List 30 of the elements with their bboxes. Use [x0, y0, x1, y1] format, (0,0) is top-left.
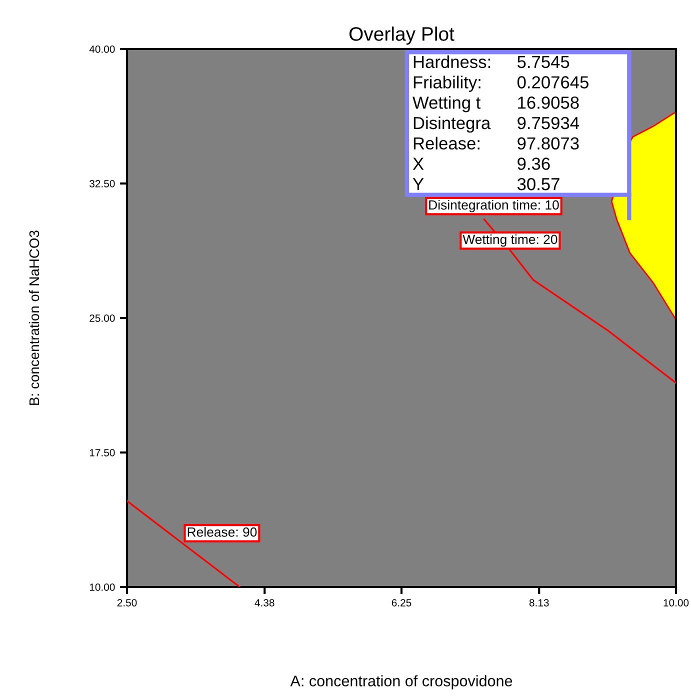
- x-tick-label: 10.00: [664, 599, 689, 606]
- annotation: Disintegra: [414, 116, 491, 133]
- annotation: Release:: [414, 136, 480, 150]
- annotation: 16.9058: [518, 96, 579, 109]
- annotation: Hardness:: [414, 55, 490, 68]
- x-tick-label: 6.25: [392, 599, 412, 606]
- annotation: Release: 90: [188, 527, 257, 537]
- chart-title: Overlay Plot: [349, 26, 454, 45]
- y-tick-label: 25.00: [90, 314, 115, 322]
- annotation: X: [412, 158, 424, 170]
- annotation: Friability:: [414, 76, 480, 92]
- x-tick-label: 4.38: [254, 599, 274, 606]
- annotation: 9.75934: [518, 116, 580, 130]
- y-tick-label: 40.00: [89, 46, 115, 53]
- y-tick-label: 10.00: [90, 584, 115, 591]
- annotation: 97.8073: [518, 137, 579, 150]
- y-axis-title: B: concentration of NaHCO3: [28, 230, 40, 405]
- x-tick-label: 2.50: [117, 599, 137, 606]
- annotation: Y: [412, 178, 424, 190]
- annotation: 30.57: [517, 178, 560, 190]
- annotation: Disintegration time: 10: [429, 200, 559, 212]
- annotation: Wetting time: 20: [462, 234, 558, 247]
- annotation: 0.207645: [517, 76, 588, 88]
- annotation: 9.36: [518, 158, 550, 170]
- y-tick-label: 32.50: [90, 180, 115, 188]
- annotation: 5.7545: [517, 56, 570, 68]
- y-tick-label: 17.50: [90, 449, 115, 456]
- x-axis-title: A: concentration of crospovidone: [290, 675, 512, 690]
- x-tick-label: 8.13: [529, 599, 549, 606]
- annotation: Wetting t: [412, 96, 481, 112]
